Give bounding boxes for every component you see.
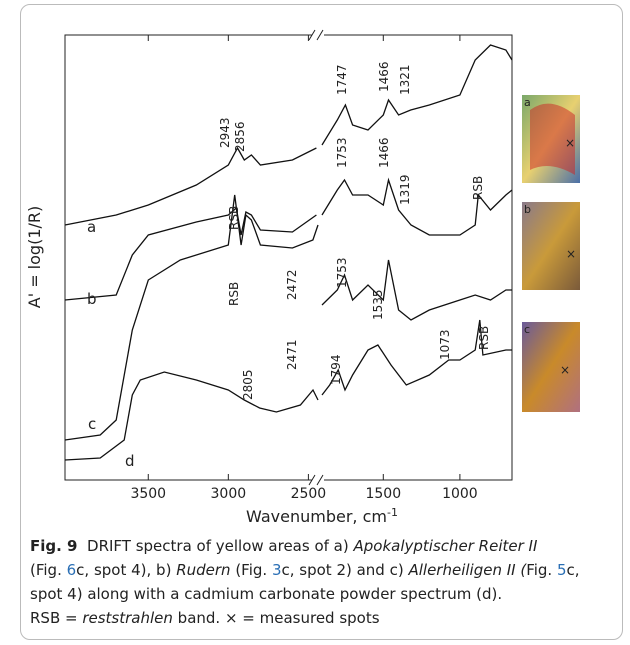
spectrum-line bbox=[64, 194, 512, 441]
break-gap bbox=[312, 28, 324, 42]
caption-text: spot 4) along with a cadmium carbonate p… bbox=[30, 585, 503, 603]
x-tick-label: 3500 bbox=[130, 486, 166, 502]
caption-text: Apokalyptischer Reiter II bbox=[353, 537, 538, 555]
x-tick-label: 1000 bbox=[442, 486, 478, 502]
peak-label: 2943 bbox=[218, 117, 232, 148]
series-label: b bbox=[87, 290, 97, 308]
caption-text: DRIFT spectra of yellow areas of a) bbox=[77, 537, 354, 555]
caption-text: band. × = measured spots bbox=[172, 609, 380, 627]
series-label: d bbox=[125, 452, 135, 470]
peak-label: 1321 bbox=[398, 64, 412, 95]
caption-text: c, spot 2) and c) bbox=[281, 561, 409, 579]
peak-label: 2472 bbox=[285, 269, 299, 300]
peak-label: RSB bbox=[471, 176, 485, 200]
inset-label: b bbox=[524, 203, 531, 216]
inset-photo bbox=[522, 202, 580, 290]
inset-marker: × bbox=[565, 136, 575, 150]
plot-frame bbox=[64, 34, 513, 481]
peak-label: 2471 bbox=[285, 339, 299, 370]
inset-label: a bbox=[524, 96, 531, 109]
caption-text: (Fig. bbox=[230, 561, 272, 579]
peak-label: 1466 bbox=[377, 61, 391, 92]
caption-text: reststrahlen bbox=[82, 609, 173, 627]
figure-link[interactable]: 3 bbox=[271, 561, 282, 579]
caption-text: Rudern bbox=[176, 561, 231, 579]
inset-detail bbox=[530, 103, 575, 175]
caption-line: (Fig. 6c, spot 4), b) Rudern (Fig. 3c, s… bbox=[30, 558, 620, 582]
peak-label: 1319 bbox=[398, 174, 412, 205]
caption-text: Fig. 9 bbox=[30, 537, 78, 555]
peak-label: 2805 bbox=[241, 369, 255, 400]
figure-link[interactable]: 5 bbox=[556, 561, 567, 579]
peak-label: 1753 bbox=[335, 137, 349, 168]
x-tick-label: 1500 bbox=[365, 486, 401, 502]
inset-photo bbox=[522, 322, 580, 412]
figure-link[interactable]: 6 bbox=[66, 561, 77, 579]
x-axis-label-sup: -1 bbox=[387, 506, 398, 519]
chart: Wavenumber, cm-1 A' = log(1/R) × × × 350… bbox=[25, 28, 580, 526]
caption-line: Fig. 9 DRIFT spectra of yellow areas of … bbox=[30, 534, 620, 558]
peak-label: 1747 bbox=[335, 64, 349, 95]
peak-label: 1753 bbox=[335, 257, 349, 288]
x-tick-label: 2500 bbox=[291, 486, 327, 502]
x-axis-label-text: Wavenumber, cm bbox=[246, 507, 387, 526]
caption-text: c, bbox=[566, 561, 580, 579]
inset-marker: × bbox=[560, 363, 570, 377]
caption-line: RSB = reststrahlen band. × = measured sp… bbox=[30, 606, 620, 630]
spectrum-line bbox=[64, 44, 513, 226]
peak-label: 1535 bbox=[371, 289, 385, 320]
caption-text: Fig. bbox=[526, 561, 557, 579]
break-gap bbox=[312, 473, 324, 487]
y-axis-label: A' = log(1/R) bbox=[25, 206, 44, 308]
spectrum-line bbox=[64, 319, 512, 461]
peak-label: RSB bbox=[227, 206, 241, 230]
caption-text: (Fig. bbox=[30, 561, 67, 579]
inset-marker: × bbox=[566, 247, 576, 261]
figure-caption: Fig. 9 DRIFT spectra of yellow areas of … bbox=[30, 534, 620, 630]
caption-text: Allerheiligen II ( bbox=[408, 561, 527, 579]
caption-text: RSB = bbox=[30, 609, 83, 627]
peak-label: 1073 bbox=[438, 329, 452, 360]
series-label: a bbox=[87, 218, 96, 236]
inset-label: c bbox=[524, 323, 530, 336]
peak-label: RSB bbox=[227, 282, 241, 306]
peak-label: 2856 bbox=[233, 121, 247, 152]
x-axis-label: Wavenumber, cm-1 bbox=[246, 506, 398, 526]
series-label: c bbox=[88, 415, 96, 433]
figure-frame bbox=[20, 4, 623, 640]
peak-label: 1466 bbox=[377, 137, 391, 168]
x-tick-label: 3000 bbox=[211, 486, 247, 502]
peak-label: 1794 bbox=[329, 354, 343, 385]
caption-text: c, spot 4), b) bbox=[76, 561, 177, 579]
peak-label: RSB bbox=[477, 326, 491, 350]
caption-line: spot 4) along with a cadmium carbonate p… bbox=[30, 582, 620, 606]
axis-break bbox=[308, 29, 324, 486]
